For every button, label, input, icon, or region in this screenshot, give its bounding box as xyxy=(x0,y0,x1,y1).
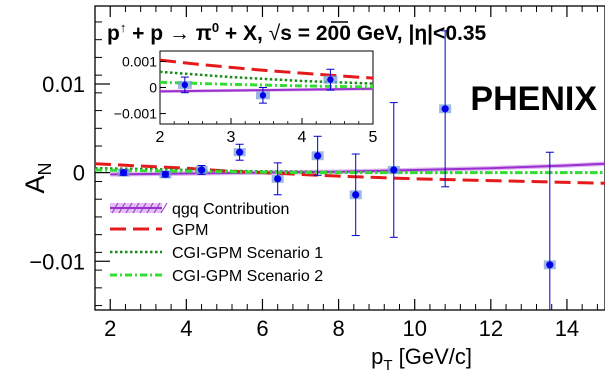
data-point xyxy=(546,261,554,269)
inset-data-point xyxy=(327,76,334,83)
data-point xyxy=(390,166,398,174)
x-axis-label: pT [GeV/c] xyxy=(371,344,472,374)
inset-x-tick-label: 2 xyxy=(156,129,165,146)
data-point xyxy=(161,170,170,178)
data-point xyxy=(274,175,282,183)
inset-series-qgq-contribution xyxy=(159,87,374,93)
y-axis-label: AN xyxy=(20,162,55,193)
x-tick-label: 10 xyxy=(402,316,426,341)
inset-x-tick-label: 3 xyxy=(227,129,236,146)
inset-data-point xyxy=(181,81,189,89)
data-point xyxy=(352,191,360,199)
data-point xyxy=(314,152,322,160)
x-tick-label: 4 xyxy=(180,316,192,341)
inset-y-tick-label: −0.001 xyxy=(114,106,157,122)
inset-data-point xyxy=(259,92,267,99)
legend-label: GPM xyxy=(172,222,208,239)
x-tick-label: 14 xyxy=(555,316,579,341)
data-point xyxy=(119,169,128,177)
inset-y-tick-label: 0 xyxy=(149,80,157,96)
inset-x-tick-label: 4 xyxy=(298,129,307,146)
inset-series-gpm xyxy=(159,58,374,80)
inset-series-cgi-gpm-scenario-2 xyxy=(159,80,374,89)
y-tick-label: 0.01 xyxy=(42,72,85,97)
y-tick-label: 0 xyxy=(73,161,85,186)
legend-label: CGI-GPM Scenario 1 xyxy=(172,245,323,262)
data-point xyxy=(236,148,244,156)
data-point xyxy=(441,105,449,113)
y-tick-label: −0.01 xyxy=(29,249,85,274)
x-tick-label: 2 xyxy=(104,316,116,341)
inset-series-cgi-gpm-scenario-1 xyxy=(159,70,374,85)
legend-hatch xyxy=(160,202,168,214)
series-gpm xyxy=(94,162,605,185)
x-tick-label: 12 xyxy=(479,316,503,341)
x-tick-label: 8 xyxy=(332,316,344,341)
legend-label: qgq Contribution xyxy=(172,201,289,218)
data-point xyxy=(197,166,206,174)
x-tick-label: 6 xyxy=(256,316,268,341)
plot-frame xyxy=(94,5,605,311)
legend-label: CGI-GPM Scenario 2 xyxy=(172,268,323,285)
chart-title: p↑ + p → π0 + X, √s = 200 GeV, |η|<0.35 xyxy=(107,20,487,45)
inset-y-tick-label: 0.001 xyxy=(122,53,157,69)
experiment-label: PHENIX xyxy=(470,80,597,118)
inset-x-tick-label: 5 xyxy=(369,129,378,146)
